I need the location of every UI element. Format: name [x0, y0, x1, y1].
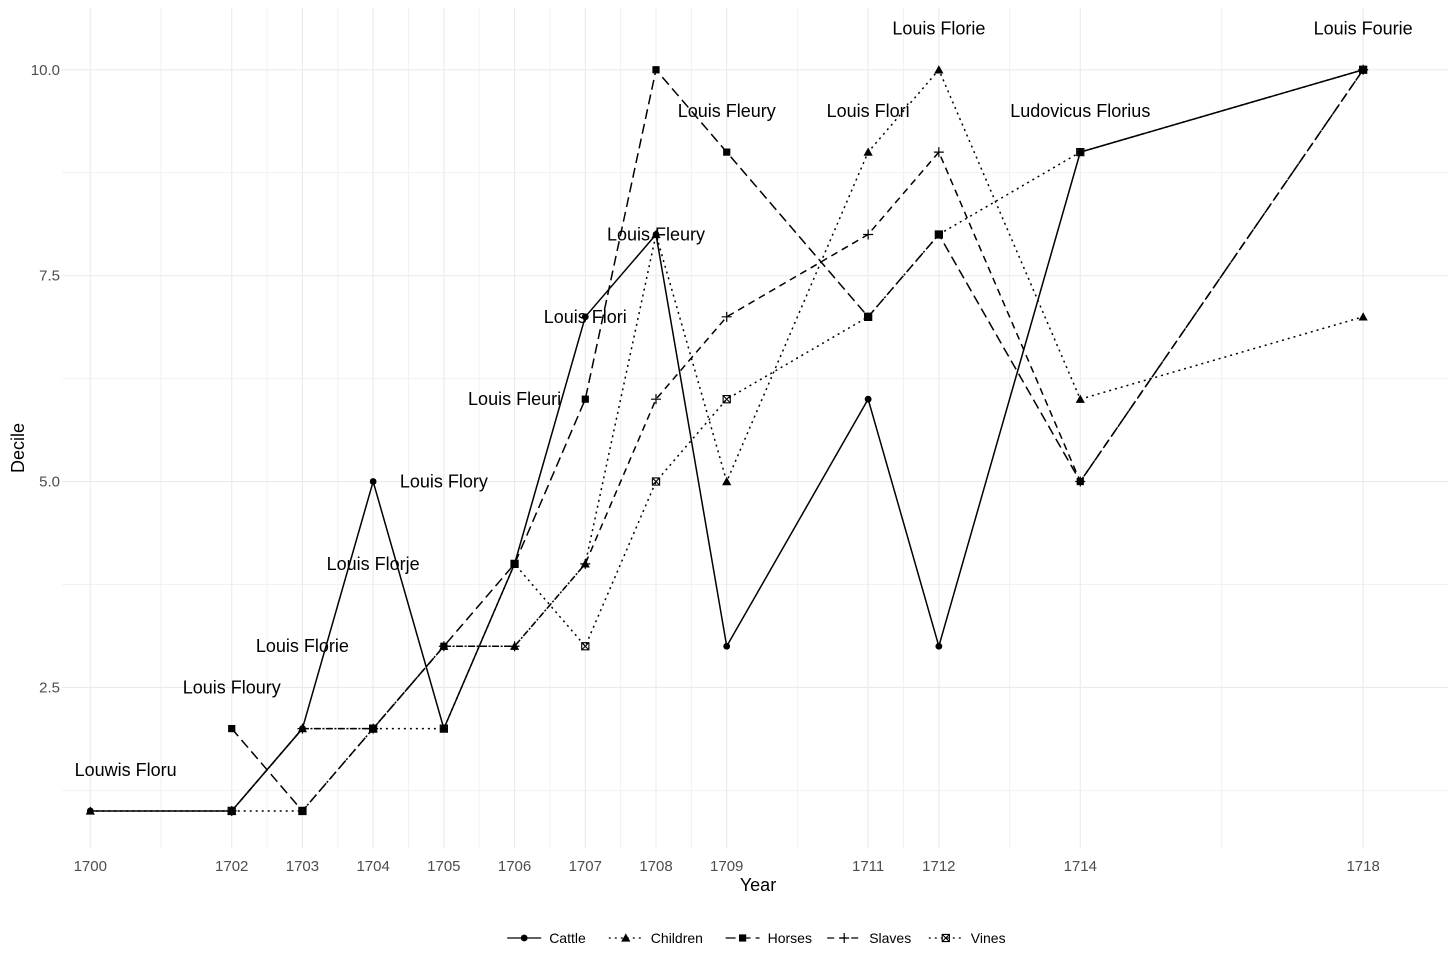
- minor-gridlines: [62, 8, 1448, 848]
- y-tick-label: 5.0: [39, 474, 60, 491]
- data-point-slaves: [509, 641, 520, 652]
- data-point-vines: [368, 724, 378, 733]
- data-point-vines: [510, 559, 519, 569]
- data-point-slaves: [933, 147, 944, 158]
- legend-item-slaves: Slaves: [827, 930, 911, 946]
- data-point-vines: [722, 395, 731, 404]
- data-point-slaves: [721, 311, 732, 322]
- data-point-vines: [1076, 147, 1085, 157]
- y-tick-label: 7.5: [39, 268, 60, 285]
- legend-label: Horses: [768, 930, 812, 946]
- data-point-horses: [723, 148, 731, 156]
- series-line-horses: [231, 69, 1364, 812]
- data-point-slaves: [297, 723, 308, 734]
- x-tick-label: 1700: [74, 858, 107, 875]
- annotation-label: Louis Fleury: [678, 101, 776, 121]
- data-point-cattle: [935, 642, 943, 650]
- data-point-vines: [863, 312, 873, 321]
- x-tick-label: 1706: [498, 858, 531, 875]
- annotation-label: Louis Florie: [892, 19, 985, 39]
- annotation-label: Louis Flory: [400, 472, 488, 492]
- data-point-horses: [228, 724, 236, 733]
- x-tick-label: 1714: [1064, 858, 1097, 875]
- legend-item-cattle: Cattle: [507, 930, 586, 946]
- annotation-label: Louis Fourie: [1314, 19, 1413, 39]
- annotation-label: Louis Florie: [256, 636, 349, 656]
- data-point-slaves: [438, 641, 449, 652]
- x-axis-title: Year: [740, 875, 776, 895]
- legend-key-marker: [621, 933, 631, 942]
- y-axis-ticks: 2.5 5.0 7.5 10.0: [31, 62, 60, 697]
- legend-label: Children: [651, 930, 703, 946]
- annotation-label: Louis Florje: [327, 554, 420, 574]
- legend-key-marker: [739, 934, 747, 942]
- legend-item-children: Children: [608, 930, 703, 946]
- data-point-vines: [1358, 65, 1368, 74]
- series-vines: [227, 65, 1368, 816]
- data-point-slaves: [1075, 476, 1086, 487]
- data-point-children: [1358, 312, 1368, 321]
- data-point-children: [1075, 394, 1085, 403]
- data-point-vines: [439, 724, 449, 733]
- annotation-label: Louwis Floru: [75, 760, 177, 780]
- data-point-children: [722, 476, 732, 486]
- x-tick-label: 1707: [569, 858, 602, 875]
- data-point-slaves: [651, 394, 661, 405]
- data-point-cattle: [369, 478, 377, 485]
- x-axis-ticks: 1700 1702 1703 1704 1705 1706 1707 1708 1709 1711…: [74, 858, 1380, 875]
- annotation-label: Louis Flori: [827, 101, 910, 121]
- legend-item-horses: Horses: [725, 930, 812, 946]
- annotations: Louwis Floru Louis Floury Louis Florie Loui…: [75, 19, 1413, 780]
- legend-key-marker: [520, 934, 528, 942]
- data-point-children: [934, 65, 944, 74]
- data-point-cattle: [723, 642, 731, 650]
- legend-item-vines: Vines: [928, 930, 1006, 946]
- data-point-horses: [652, 66, 660, 74]
- series-line-slaves: [231, 69, 1364, 812]
- x-tick-label: 1711: [852, 858, 884, 875]
- series-layer: [85, 64, 1369, 816]
- legend-key-marker: [839, 933, 850, 943]
- legend-label: Slaves: [869, 930, 911, 946]
- x-tick-label: 1703: [286, 858, 319, 875]
- x-tick-label: 1704: [356, 858, 389, 875]
- data-point-slaves: [863, 229, 874, 240]
- annotation-label: Louis Fleuri: [468, 389, 561, 409]
- legend-label: Vines: [971, 930, 1006, 946]
- annotation-label: Ludovicus Florius: [1010, 101, 1150, 121]
- x-tick-label: 1712: [922, 858, 955, 875]
- x-tick-label: 1718: [1346, 858, 1379, 875]
- data-point-children: [651, 229, 661, 239]
- annotation-label: Louis Floury: [183, 677, 281, 697]
- annotation-label: Louis Flori: [544, 307, 627, 327]
- data-point-vines: [298, 806, 307, 816]
- data-point-slaves: [580, 558, 591, 569]
- data-point-cattle: [864, 395, 872, 403]
- legend: Cattle Children Horses Slaves Vines: [507, 930, 1006, 946]
- x-tick-label: 1709: [710, 858, 743, 875]
- legend-key-marker: [941, 933, 950, 943]
- data-point-children: [863, 147, 873, 156]
- y-tick-label: 2.5: [39, 679, 60, 696]
- data-point-vines: [227, 806, 236, 816]
- x-tick-label: 1705: [427, 858, 460, 875]
- annotation-label: Louis Fleury: [607, 224, 705, 244]
- y-axis-title: Decile: [8, 423, 28, 473]
- legend-label: Cattle: [549, 930, 586, 946]
- x-tick-label: 1702: [215, 858, 248, 875]
- data-point-children: [85, 806, 95, 815]
- data-point-vines: [651, 477, 661, 486]
- data-point-vines: [581, 642, 590, 651]
- y-tick-label: 10.0: [31, 62, 60, 79]
- x-tick-label: 1708: [639, 858, 672, 875]
- data-point-horses: [581, 395, 589, 403]
- data-point-cattle: [581, 313, 589, 321]
- data-point-vines: [934, 230, 944, 239]
